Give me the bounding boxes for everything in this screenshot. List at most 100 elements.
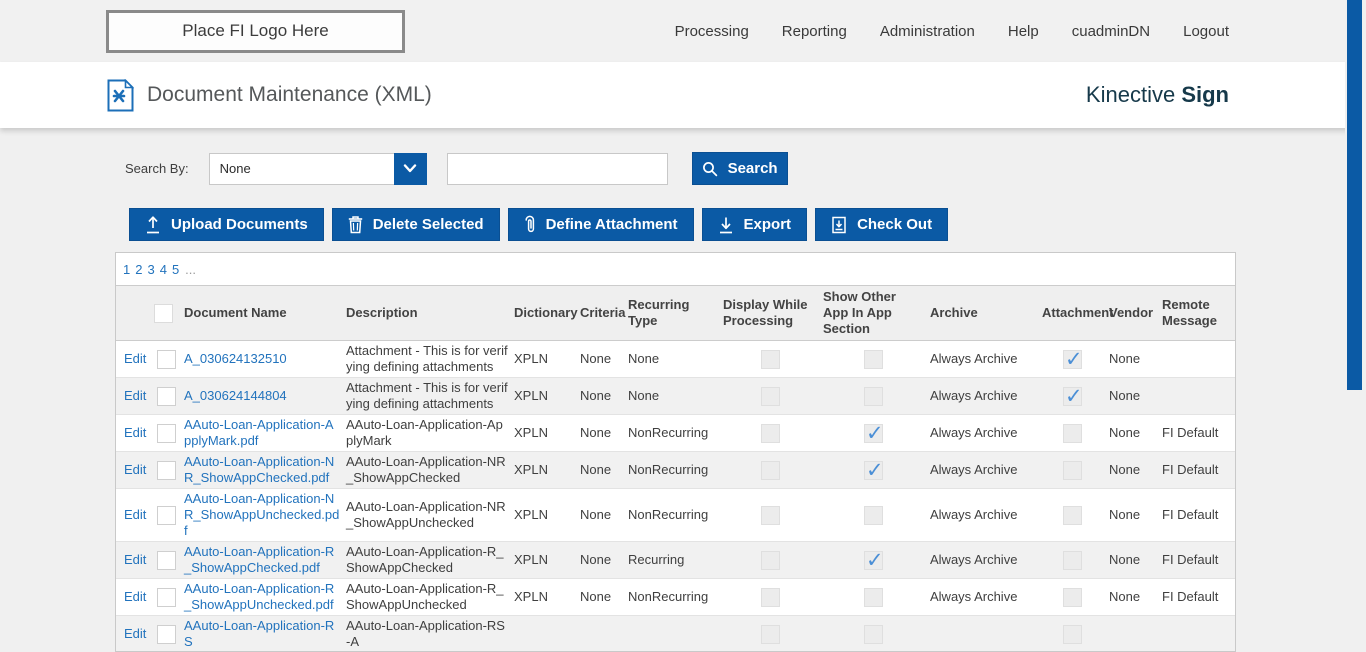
delete-selected-label: Delete Selected	[373, 216, 484, 233]
search-input[interactable]	[447, 153, 668, 185]
checkout-document-icon	[831, 216, 847, 234]
dictionary-cell: XPLN	[514, 341, 580, 378]
recurring-type-cell	[628, 616, 723, 652]
table-row: Edit A_030624144804 Attachment - This is f…	[116, 378, 1235, 415]
checkmark-icon: ✓	[1065, 349, 1083, 369]
edit-link[interactable]: Edit	[124, 388, 146, 403]
description-cell: AAuto-Loan-Application-NR_ShowAppUncheck…	[346, 489, 514, 542]
page-link-1[interactable]: 1	[123, 262, 130, 277]
display-while-processing-checkbox	[761, 625, 780, 644]
table-row: Edit AAuto-Loan-Application-R_ShowAppUnch…	[116, 579, 1235, 616]
row-select-checkbox[interactable]	[157, 625, 176, 644]
scrollbar-thumb[interactable]	[1347, 0, 1362, 390]
document-name-link[interactable]: AAuto-Loan-Application-R_ShowAppUnchecke…	[184, 581, 334, 612]
recurring-type-cell: NonRecurring	[628, 489, 723, 542]
chevron-down-icon	[403, 164, 417, 173]
dictionary-cell: XPLN	[514, 542, 580, 579]
check-out-label: Check Out	[857, 216, 932, 233]
document-name-link[interactable]: A_030624144804	[184, 388, 287, 403]
nav-item-reporting[interactable]: Reporting	[782, 23, 847, 40]
upload-documents-button[interactable]: Upload Documents	[129, 208, 324, 241]
export-button[interactable]: Export	[702, 208, 808, 241]
criteria-cell: None	[580, 579, 628, 616]
header-criteria: Criteria	[580, 286, 628, 341]
criteria-cell: None	[580, 341, 628, 378]
edit-link[interactable]: Edit	[124, 589, 146, 604]
search-row: Search By: None Search	[125, 152, 1366, 185]
row-select-checkbox[interactable]	[157, 350, 176, 369]
row-select-checkbox[interactable]	[157, 551, 176, 570]
attachment-checkbox	[1063, 424, 1082, 443]
edit-link[interactable]: Edit	[124, 552, 146, 567]
row-select-checkbox[interactable]	[157, 424, 176, 443]
remote-message-cell	[1162, 616, 1235, 652]
page-link-5[interactable]: 5	[172, 262, 179, 277]
edit-link[interactable]: Edit	[124, 626, 146, 641]
show-other-app-checkbox	[864, 350, 883, 369]
description-cell: AAuto-Loan-Application-R_ShowAppChecked	[346, 542, 514, 579]
edit-link[interactable]: Edit	[124, 507, 146, 522]
search-button[interactable]: Search	[692, 152, 788, 185]
nav-item-username[interactable]: cuadminDN	[1072, 23, 1150, 40]
nav-item-help[interactable]: Help	[1008, 23, 1039, 40]
dictionary-cell: XPLN	[514, 378, 580, 415]
recurring-type-cell: NonRecurring	[628, 579, 723, 616]
upload-documents-label: Upload Documents	[171, 216, 308, 233]
description-cell: AAuto-Loan-Application-R_ShowAppUnchecke…	[346, 579, 514, 616]
recurring-type-cell: Recurring	[628, 542, 723, 579]
check-out-button[interactable]: Check Out	[815, 208, 948, 241]
define-attachment-label: Define Attachment	[546, 216, 678, 233]
remote-message-cell: FI Default	[1162, 452, 1235, 489]
page-link-3[interactable]: 3	[147, 262, 154, 277]
document-name-link[interactable]: AAuto-Loan-Application-ApplyMark.pdf	[184, 417, 334, 448]
table-header-row: Document Name Description Dictionary Cri…	[116, 286, 1235, 341]
document-name-link[interactable]: AAuto-Loan-Application-NR_ShowAppUncheck…	[184, 491, 339, 538]
edit-link[interactable]: Edit	[124, 462, 146, 477]
row-select-checkbox[interactable]	[157, 387, 176, 406]
nav-item-administration[interactable]: Administration	[880, 23, 975, 40]
document-name-link[interactable]: A_030624132510	[184, 351, 287, 366]
description-cell: AAuto-Loan-Application-NR_ShowAppChecked	[346, 452, 514, 489]
vendor-cell: None	[1109, 489, 1162, 542]
select-all-checkbox[interactable]	[154, 304, 173, 323]
attachment-checkbox	[1063, 506, 1082, 525]
display-while-processing-checkbox	[761, 461, 780, 480]
nav-item-logout[interactable]: Logout	[1183, 23, 1229, 40]
vendor-cell	[1109, 616, 1162, 652]
display-while-processing-checkbox	[761, 506, 780, 525]
show-other-app-checkbox	[864, 625, 883, 644]
recurring-type-cell: NonRecurring	[628, 452, 723, 489]
row-select-checkbox[interactable]	[157, 461, 176, 480]
nav-item-processing[interactable]: Processing	[675, 23, 749, 40]
define-attachment-button[interactable]: Define Attachment	[508, 208, 694, 241]
edit-link[interactable]: Edit	[124, 425, 146, 440]
show-other-app-checkbox: ✓	[864, 551, 883, 570]
description-cell: AAuto-Loan-Application-ApplyMark	[346, 415, 514, 452]
row-select-checkbox[interactable]	[157, 588, 176, 607]
document-name-link[interactable]: AAuto-Loan-Application-RS	[184, 618, 334, 649]
document-name-link[interactable]: AAuto-Loan-Application-NR_ShowAppChecked…	[184, 454, 334, 485]
search-by-label: Search By:	[125, 161, 189, 176]
page-link-4[interactable]: 4	[160, 262, 167, 277]
description-cell: Attachment - This is for verifying defin…	[346, 378, 514, 415]
brand-bold: Sign	[1181, 82, 1229, 107]
checkmark-icon: ✓	[866, 460, 884, 480]
display-while-processing-checkbox	[761, 588, 780, 607]
row-select-checkbox[interactable]	[157, 506, 176, 525]
download-icon	[718, 216, 734, 234]
edit-link[interactable]: Edit	[124, 351, 146, 366]
header-attachment: Attachment	[1042, 286, 1109, 341]
title-band: Document Maintenance (XML) Kinective Sig…	[0, 62, 1366, 128]
header-select-all	[154, 286, 184, 341]
attachment-checkbox	[1063, 461, 1082, 480]
search-by-select[interactable]: None	[209, 153, 427, 185]
table-body: Edit A_030624132510 Attachment - This is f…	[116, 341, 1235, 652]
table-row: Edit AAuto-Loan-Application-R_ShowAppChec…	[116, 542, 1235, 579]
checkmark-icon: ✓	[1065, 386, 1083, 406]
search-by-selected-value: None	[210, 161, 251, 176]
dropdown-button[interactable]	[394, 153, 427, 185]
page-link-2[interactable]: 2	[135, 262, 142, 277]
delete-selected-button[interactable]: Delete Selected	[332, 208, 500, 241]
document-name-link[interactable]: AAuto-Loan-Application-R_ShowAppChecked.…	[184, 544, 334, 575]
